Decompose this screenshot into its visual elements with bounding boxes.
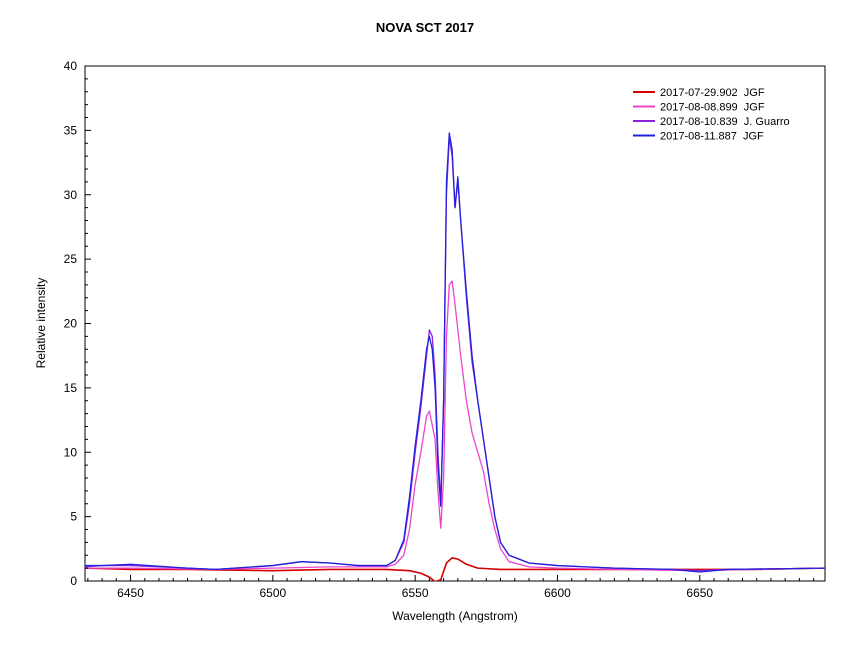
chart-title: NOVA SCT 2017 (376, 20, 474, 35)
x-axis-title: Wavelength (Angstrom) (392, 609, 518, 623)
series-line-2 (85, 280, 825, 572)
y-tick-label: 40 (64, 59, 78, 73)
legend-label: 2017-08-10.839 J. Guarro (660, 116, 790, 128)
x-tick-label: 6450 (117, 586, 144, 600)
y-tick-label: 15 (64, 381, 78, 395)
x-tick-label: 6650 (686, 586, 713, 600)
x-tick-label: 6600 (544, 586, 571, 600)
y-tick-label: 35 (64, 123, 78, 137)
y-axis-title: Relative intensity (34, 278, 48, 369)
legend: 2017-07-29.902 JGF 2017-08-08.899 JGF 2017… (633, 87, 790, 143)
x-tick-label: 6550 (402, 586, 429, 600)
plot-area (84, 65, 826, 582)
y-tick-label: 20 (64, 317, 78, 331)
y-tick-label: 30 (64, 188, 78, 202)
x-tick-label: 6500 (259, 586, 286, 600)
y-tick-label: 5 (70, 510, 77, 524)
ticks-layer: 6450 6500 6550 6600 6650 0 5 10 15 20 25 30 35 40 (64, 59, 815, 600)
legend-label: 2017-08-11.887 JGF (660, 131, 764, 143)
y-tick-label: 10 (64, 445, 78, 459)
series-layer (85, 132, 825, 581)
y-tick-label: 25 (64, 252, 78, 266)
y-tick-label: 0 (70, 574, 77, 588)
legend-label: 2017-07-29.902 JGF (660, 87, 765, 99)
series-line-4 (85, 132, 825, 573)
legend-label: 2017-08-08.899 JGF (660, 102, 765, 114)
